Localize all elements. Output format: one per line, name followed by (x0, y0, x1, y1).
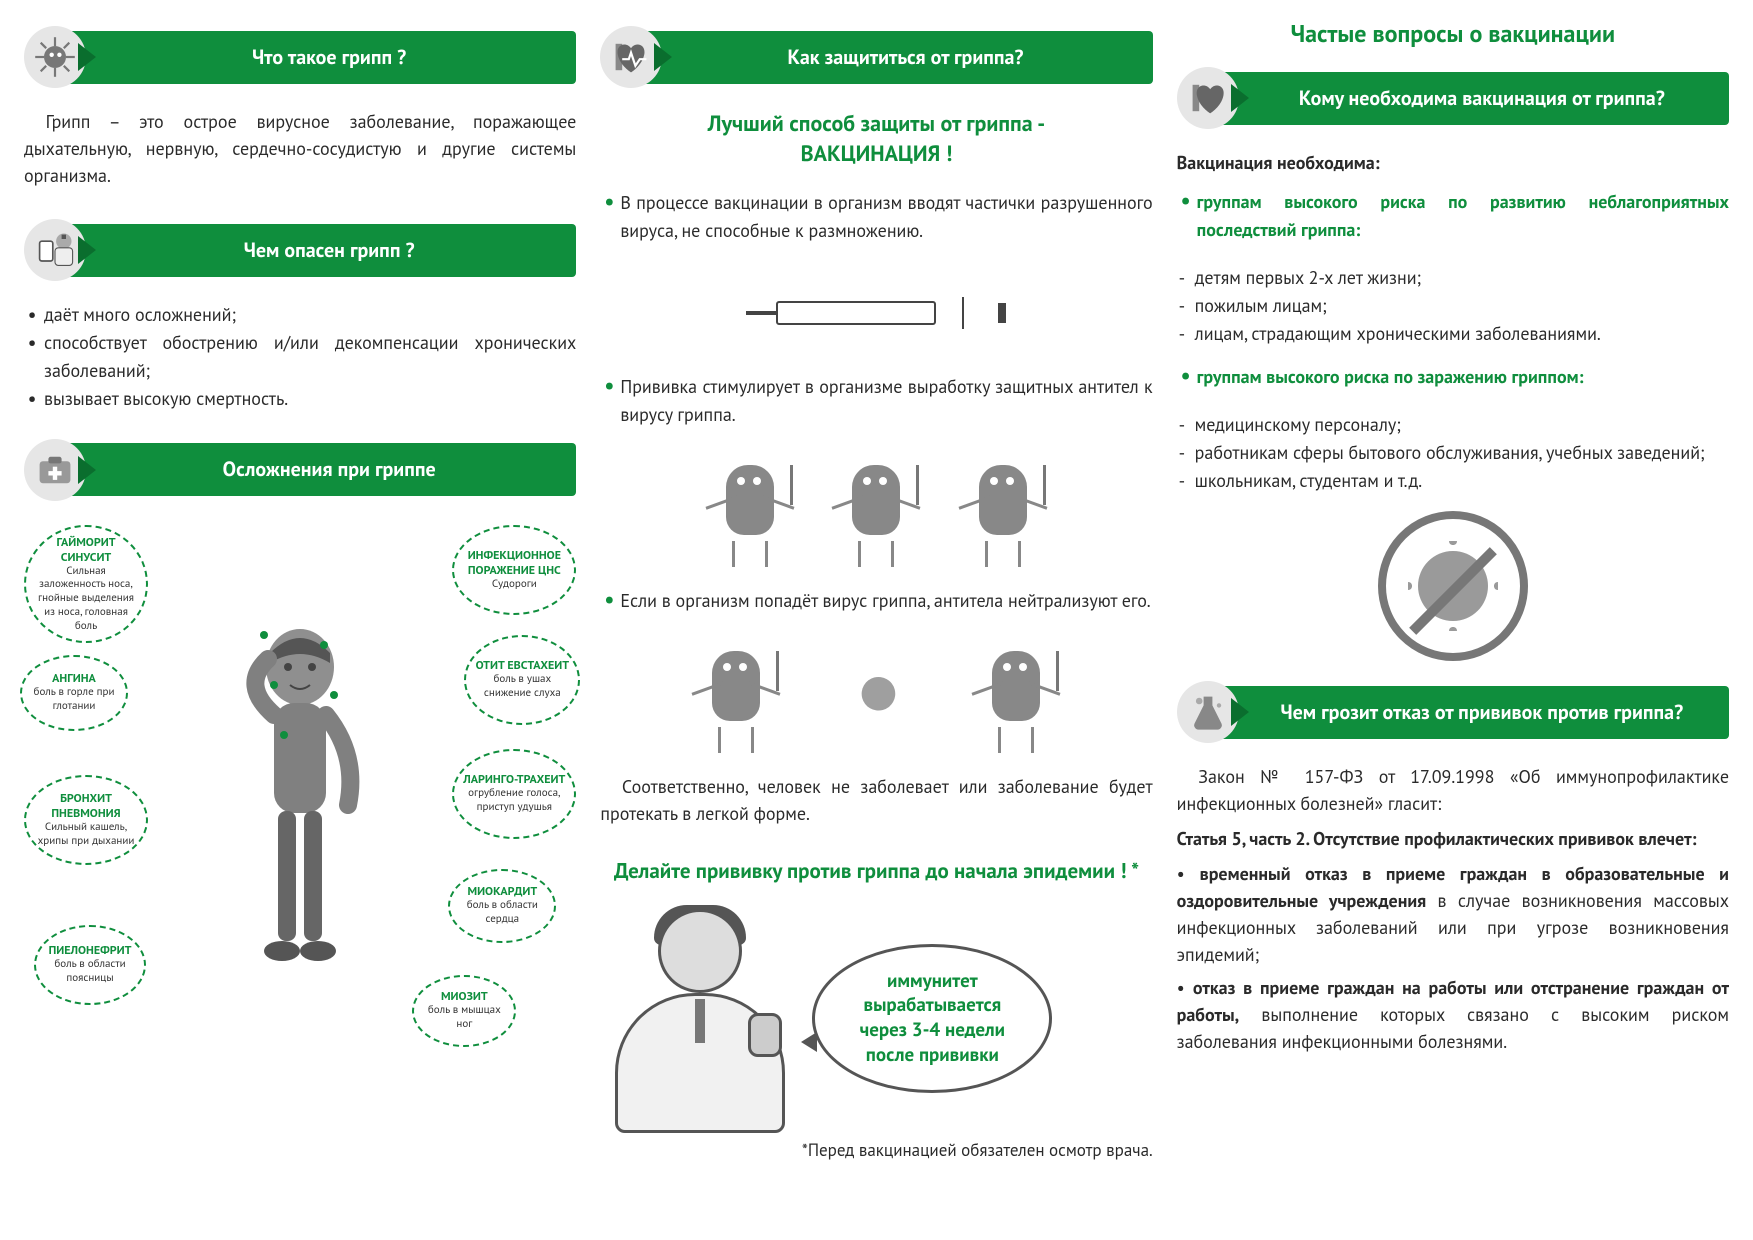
speech-bubble: иммунитет вырабатывается через 3-4 недел… (812, 944, 1052, 1093)
banner-title: Чем опасен грипп ? (64, 224, 576, 277)
heart-vial-icon (1177, 67, 1239, 129)
banner-what-is-flu: Что такое грипп ? (24, 26, 576, 88)
bubble-desc: Сильная заложенность носа, гнойные выдел… (32, 565, 140, 634)
bubble-pyelonephritis: ПИЕЛОНЕФРИТ боль в области поясницы (34, 925, 146, 1005)
page: Что такое грипп ? Грипп – это острое вир… (24, 18, 1729, 1222)
bubble-desc: боль в области сердца (456, 899, 548, 927)
doctor-clipboard-icon (24, 219, 86, 281)
doctor-speech-block: иммунитет вырабатывается через 3-4 недел… (600, 903, 1152, 1133)
bubble-desc: боль в мышцах ног (420, 1004, 508, 1032)
neutralize-germs-art (600, 643, 1152, 753)
antibody-germs-art (600, 457, 1152, 567)
virus-icon (24, 26, 86, 88)
banner-title: Чем грозит отказ от прививок против грип… (1217, 686, 1729, 739)
bubble-sinusitis: ГАЙМОРИТ СИНУСИТ Сильная заложенность но… (24, 525, 148, 644)
bubble-desc: Судороги (460, 578, 568, 592)
list-item: работникам сферы бытового обслуживания, … (1177, 439, 1729, 467)
list-item: школьникам, студентам и т.д. (1177, 467, 1729, 495)
law-intro: Закон № 157-ФЗ от 17.09.1998 «Об иммуноп… (1177, 763, 1729, 817)
list-item: вызывает высокую смертность. (24, 385, 576, 413)
bubble-desc: огрубление голоса, приступ удушья (460, 787, 568, 815)
bubble-myocarditis: МИОКАРДИТ боль в области сердца (448, 869, 556, 943)
law-item-2: • отказ в приеме граждан на работы или о… (1177, 974, 1729, 1055)
column-3: Частые вопросы о вакцинации Кому необход… (1177, 18, 1729, 1222)
bubble-bronchitis: БРОНХИТ ПНЕВМОНИЯ Сильный кашель, хрипы … (24, 775, 148, 865)
column-2: Как защититься от гриппа? Лучший способ … (600, 18, 1152, 1222)
banner-refusal: Чем грозит отказ от прививок против грип… (1177, 681, 1729, 743)
bubble-cns: ИНФЕКЦИОННОЕ ПОРАЖЕНИЕ ЦНС Судороги (452, 525, 576, 615)
list-item: лицам, страдающим хроническими заболеван… (1177, 320, 1729, 348)
banner-title: Что такое грипп ? (64, 31, 576, 84)
no-virus-icon (1378, 511, 1528, 661)
process-list-3: Если в организм попадёт вирус гриппа, ан… (600, 587, 1152, 615)
list-item: детям первых 2-х лет жизни; (1177, 264, 1729, 292)
bubble-title: ОТИТ ЕВСТАХЕИТ (472, 658, 572, 673)
risk-group-1-items: детям первых 2-х лет жизни; пожилым лица… (1177, 264, 1729, 348)
conclusion-text: Соответственно, человек не заболевает ил… (600, 773, 1152, 827)
list-item: медицинскому персоналу; (1177, 411, 1729, 439)
risk-group-2-items: медицинскому персоналу; работникам сферы… (1177, 411, 1729, 495)
person-figure (220, 615, 380, 975)
bubble-otitis: ОТИТ ЕВСТАХЕИТ боль в ушах снижение слух… (464, 635, 580, 725)
flask-icon (1177, 681, 1239, 743)
do-vaccine-headline: Делайте прививку против гриппа до начала… (600, 857, 1152, 885)
process-list-2: Прививка стимулирует в организме выработ… (600, 373, 1152, 429)
dangers-list: даёт много осложнений; способствует обос… (24, 301, 576, 413)
risk-group-1: группам высокого риска по развитию небла… (1177, 188, 1729, 244)
headline-2: ВАКЦИНАЦИЯ ! (801, 140, 953, 168)
medkit-icon (24, 439, 86, 501)
syringe-art (600, 273, 1152, 353)
law-item-1: • временный отказ в приеме граждан в обр… (1177, 860, 1729, 968)
headline-1: Лучший способ защиты от гриппа - (708, 110, 1045, 138)
bubble-laryngo: ЛАРИНГО-ТРАХЕИТ огрубление голоса, прист… (452, 749, 576, 839)
banner-who-needs: Кому необходима вакцинация от гриппа? (1177, 67, 1729, 129)
list-item: Если в организм попадёт вирус гриппа, ан… (600, 587, 1152, 615)
banner-title: Осложнения при гриппе (64, 443, 576, 496)
bubble-myositis: МИОЗИТ боль в мышцах ног (412, 975, 516, 1047)
bubble-angina: АНГИНА боль в горле при глотании (20, 655, 128, 731)
bubble-title: МИОКАРДИТ (456, 884, 548, 899)
list-item: даёт много осложнений; (24, 301, 576, 329)
list-item: В процессе вакцинации в организм вводят … (600, 189, 1152, 245)
law-rest: выполнение которых связано с высоким рис… (1177, 1003, 1729, 1053)
process-list: В процессе вакцинации в организм вводят … (600, 189, 1152, 245)
footnote: *Перед вакцинацией обязателен осмотр вра… (600, 1139, 1152, 1161)
vaccination-headline: Лучший способ защиты от гриппа - ВАКЦИНА… (600, 110, 1152, 169)
faq-title: Частые вопросы о вакцинации (1177, 18, 1729, 49)
banner-complications: Осложнения при гриппе (24, 439, 576, 501)
bubble-desc: боль в области поясницы (42, 958, 138, 986)
bubble-title: АНГИНА (28, 671, 120, 686)
bubble-desc: боль в горле при глотании (28, 686, 120, 714)
bubble-title: ИНФЕКЦИОННОЕ ПОРАЖЕНИЕ ЦНС (460, 548, 568, 578)
doctor-figure (600, 903, 800, 1133)
bubble-desc: Сильный кашель, хрипы при дыхании (32, 821, 140, 849)
complications-diagram: ГАЙМОРИТ СИНУСИТ Сильная заложенность но… (24, 525, 576, 1065)
list-item: Прививка стимулирует в организме выработ… (600, 373, 1152, 429)
column-1: Что такое грипп ? Грипп – это острое вир… (24, 18, 576, 1222)
list-item: способствует обострению и/или декомпенса… (24, 329, 576, 385)
vaccination-needed-head: Вакцинация необходима: (1177, 149, 1729, 176)
law-article: Статья 5, часть 2. Отсутствие профилакти… (1177, 825, 1729, 852)
banner-title: Кому необходима вакцинация от гриппа? (1217, 72, 1729, 125)
list-item: пожилым лицам; (1177, 292, 1729, 320)
bubble-desc: боль в ушах снижение слуха (472, 673, 572, 701)
bubble-title: ПИЕЛОНЕФРИТ (42, 943, 138, 958)
bubble-title: ЛАРИНГО-ТРАХЕИТ (460, 772, 568, 787)
group-head: группам высокого риска по развитию небла… (1177, 188, 1729, 244)
heart-shield-icon (600, 26, 662, 88)
bubble-title: БРОНХИТ ПНЕВМОНИЯ (32, 791, 140, 821)
banner-why-dangerous: Чем опасен грипп ? (24, 219, 576, 281)
risk-group-2: группам высокого риска по заражению грип… (1177, 363, 1729, 391)
banner-title: Как защититься от гриппа? (640, 31, 1152, 84)
bubble-title: МИОЗИТ (420, 989, 508, 1004)
flu-definition: Грипп – это острое вирусное заболевание,… (24, 108, 576, 189)
bubble-title: ГАЙМОРИТ СИНУСИТ (32, 535, 140, 565)
banner-how-protect: Как защититься от гриппа? (600, 26, 1152, 88)
group-head: группам высокого риска по заражению грип… (1177, 363, 1729, 391)
